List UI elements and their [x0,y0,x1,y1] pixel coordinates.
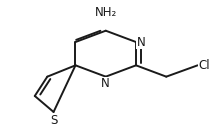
Text: Cl: Cl [199,59,210,72]
Text: S: S [50,114,57,127]
Text: N: N [101,77,110,90]
Text: NH₂: NH₂ [95,6,117,19]
Text: N: N [137,35,145,49]
